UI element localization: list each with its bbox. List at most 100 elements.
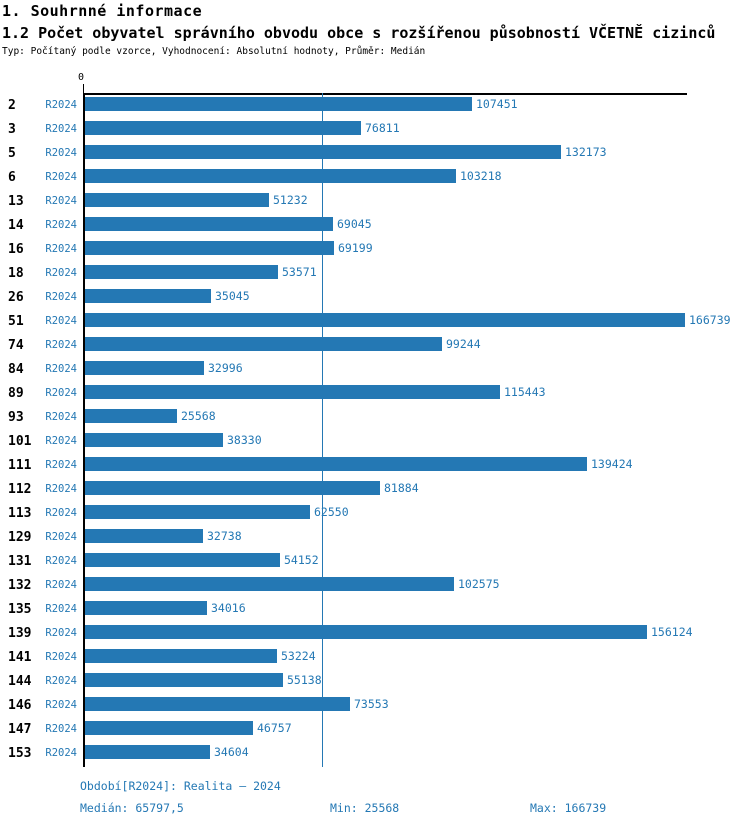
bar-value-label: 25568 bbox=[181, 409, 216, 423]
bar-value-label: 69199 bbox=[338, 241, 373, 255]
row-category-label: 132 bbox=[8, 577, 32, 593]
bar-value-label: 62550 bbox=[314, 505, 349, 519]
row-series-label: R2024 bbox=[45, 699, 77, 711]
bar-row: 53571 bbox=[85, 263, 687, 287]
bar-value-label: 166739 bbox=[689, 313, 731, 327]
bar-row: 46757 bbox=[85, 719, 687, 743]
row-label: 74 R2024 bbox=[0, 333, 83, 357]
bar-row: 25568 bbox=[85, 407, 687, 431]
bar bbox=[85, 265, 278, 279]
bar-row: 81884 bbox=[85, 479, 687, 503]
row-series-label: R2024 bbox=[45, 675, 77, 687]
row-category-label: 6 bbox=[8, 169, 16, 185]
row-label: 2 R2024 bbox=[0, 93, 83, 117]
row-label: 129 R2024 bbox=[0, 525, 83, 549]
bar-value-label: 53224 bbox=[281, 649, 316, 663]
bar-row: 53224 bbox=[85, 647, 687, 671]
axis-zero-label: 0 bbox=[78, 72, 85, 83]
row-label: 13 R2024 bbox=[0, 189, 83, 213]
median-line bbox=[322, 93, 323, 767]
bar-value-label: 103218 bbox=[460, 169, 502, 183]
bar bbox=[85, 193, 269, 207]
bar-row: 69045 bbox=[85, 215, 687, 239]
row-category-label: 5 bbox=[8, 145, 16, 161]
row-label: 146 R2024 bbox=[0, 693, 83, 717]
row-series-label: R2024 bbox=[45, 147, 77, 159]
row-series-label: R2024 bbox=[45, 339, 77, 351]
row-category-label: 141 bbox=[8, 649, 32, 665]
row-series-label: R2024 bbox=[45, 507, 77, 519]
row-label: 26 R2024 bbox=[0, 285, 83, 309]
row-label: 3 R2024 bbox=[0, 117, 83, 141]
row-series-label: R2024 bbox=[45, 315, 77, 327]
bar-value-label: 51232 bbox=[273, 193, 308, 207]
row-labels-column: 2 R2024 3 R2024 5 R2024 6 R2024 13 R2024 14 R2024 16… bbox=[0, 93, 83, 765]
bar bbox=[85, 289, 211, 303]
row-category-label: 13 bbox=[8, 193, 24, 209]
bar-row: 34604 bbox=[85, 743, 687, 767]
row-category-label: 146 bbox=[8, 697, 32, 713]
bar-row: 132173 bbox=[85, 143, 687, 167]
bar bbox=[85, 97, 472, 111]
row-series-label: R2024 bbox=[45, 747, 77, 759]
row-category-label: 101 bbox=[8, 433, 32, 449]
footer-period: Období[R2024]: Realita – 2024 bbox=[80, 779, 281, 793]
bar bbox=[85, 721, 253, 735]
bar bbox=[85, 553, 280, 567]
row-series-label: R2024 bbox=[45, 387, 77, 399]
bar-row: 73553 bbox=[85, 695, 687, 719]
bar bbox=[85, 433, 223, 447]
row-series-label: R2024 bbox=[45, 195, 77, 207]
row-series-label: R2024 bbox=[45, 651, 77, 663]
footer-median: Medián: 65797,5 bbox=[80, 801, 184, 815]
bar bbox=[85, 361, 204, 375]
row-label: 16 R2024 bbox=[0, 237, 83, 261]
bar-row: 51232 bbox=[85, 191, 687, 215]
bar bbox=[85, 121, 361, 135]
row-label: 141 R2024 bbox=[0, 645, 83, 669]
bar bbox=[85, 457, 587, 471]
row-series-label: R2024 bbox=[45, 291, 77, 303]
bar bbox=[85, 313, 685, 327]
row-category-label: 129 bbox=[8, 529, 32, 545]
bar-row: 166739 bbox=[85, 311, 731, 335]
bar-value-label: 107451 bbox=[476, 97, 518, 111]
bar-row: 55138 bbox=[85, 671, 687, 695]
row-label: 84 R2024 bbox=[0, 357, 83, 381]
bar-row: 62550 bbox=[85, 503, 687, 527]
row-category-label: 89 bbox=[8, 385, 24, 401]
bar-row: 115443 bbox=[85, 383, 687, 407]
row-label: 5 R2024 bbox=[0, 141, 83, 165]
row-category-label: 26 bbox=[8, 289, 24, 305]
row-label: 113 R2024 bbox=[0, 501, 83, 525]
bar bbox=[85, 577, 454, 591]
bar-value-label: 34604 bbox=[214, 745, 249, 759]
bar-row: 69199 bbox=[85, 239, 687, 263]
bar-value-label: 73553 bbox=[354, 697, 389, 711]
bar bbox=[85, 505, 310, 519]
row-label: 153 R2024 bbox=[0, 741, 83, 765]
row-category-label: 18 bbox=[8, 265, 24, 281]
row-label: 93 R2024 bbox=[0, 405, 83, 429]
row-label: 139 R2024 bbox=[0, 621, 83, 645]
row-category-label: 3 bbox=[8, 121, 16, 137]
row-series-label: R2024 bbox=[45, 411, 77, 423]
row-series-label: R2024 bbox=[45, 555, 77, 567]
bar-value-label: 99244 bbox=[446, 337, 481, 351]
page-title: 1. Souhrnné informace bbox=[2, 2, 203, 20]
row-category-label: 131 bbox=[8, 553, 32, 569]
bar bbox=[85, 241, 334, 255]
bar bbox=[85, 385, 500, 399]
bar-value-label: 69045 bbox=[337, 217, 372, 231]
bar bbox=[85, 601, 207, 615]
row-category-label: 144 bbox=[8, 673, 32, 689]
bar-row: 38330 bbox=[85, 431, 687, 455]
bar bbox=[85, 625, 647, 639]
row-series-label: R2024 bbox=[45, 627, 77, 639]
row-category-label: 135 bbox=[8, 601, 32, 617]
bar-row: 102575 bbox=[85, 575, 687, 599]
bar-value-label: 76811 bbox=[365, 121, 400, 135]
bar bbox=[85, 697, 350, 711]
bar bbox=[85, 409, 177, 423]
bar-value-label: 156124 bbox=[651, 625, 693, 639]
